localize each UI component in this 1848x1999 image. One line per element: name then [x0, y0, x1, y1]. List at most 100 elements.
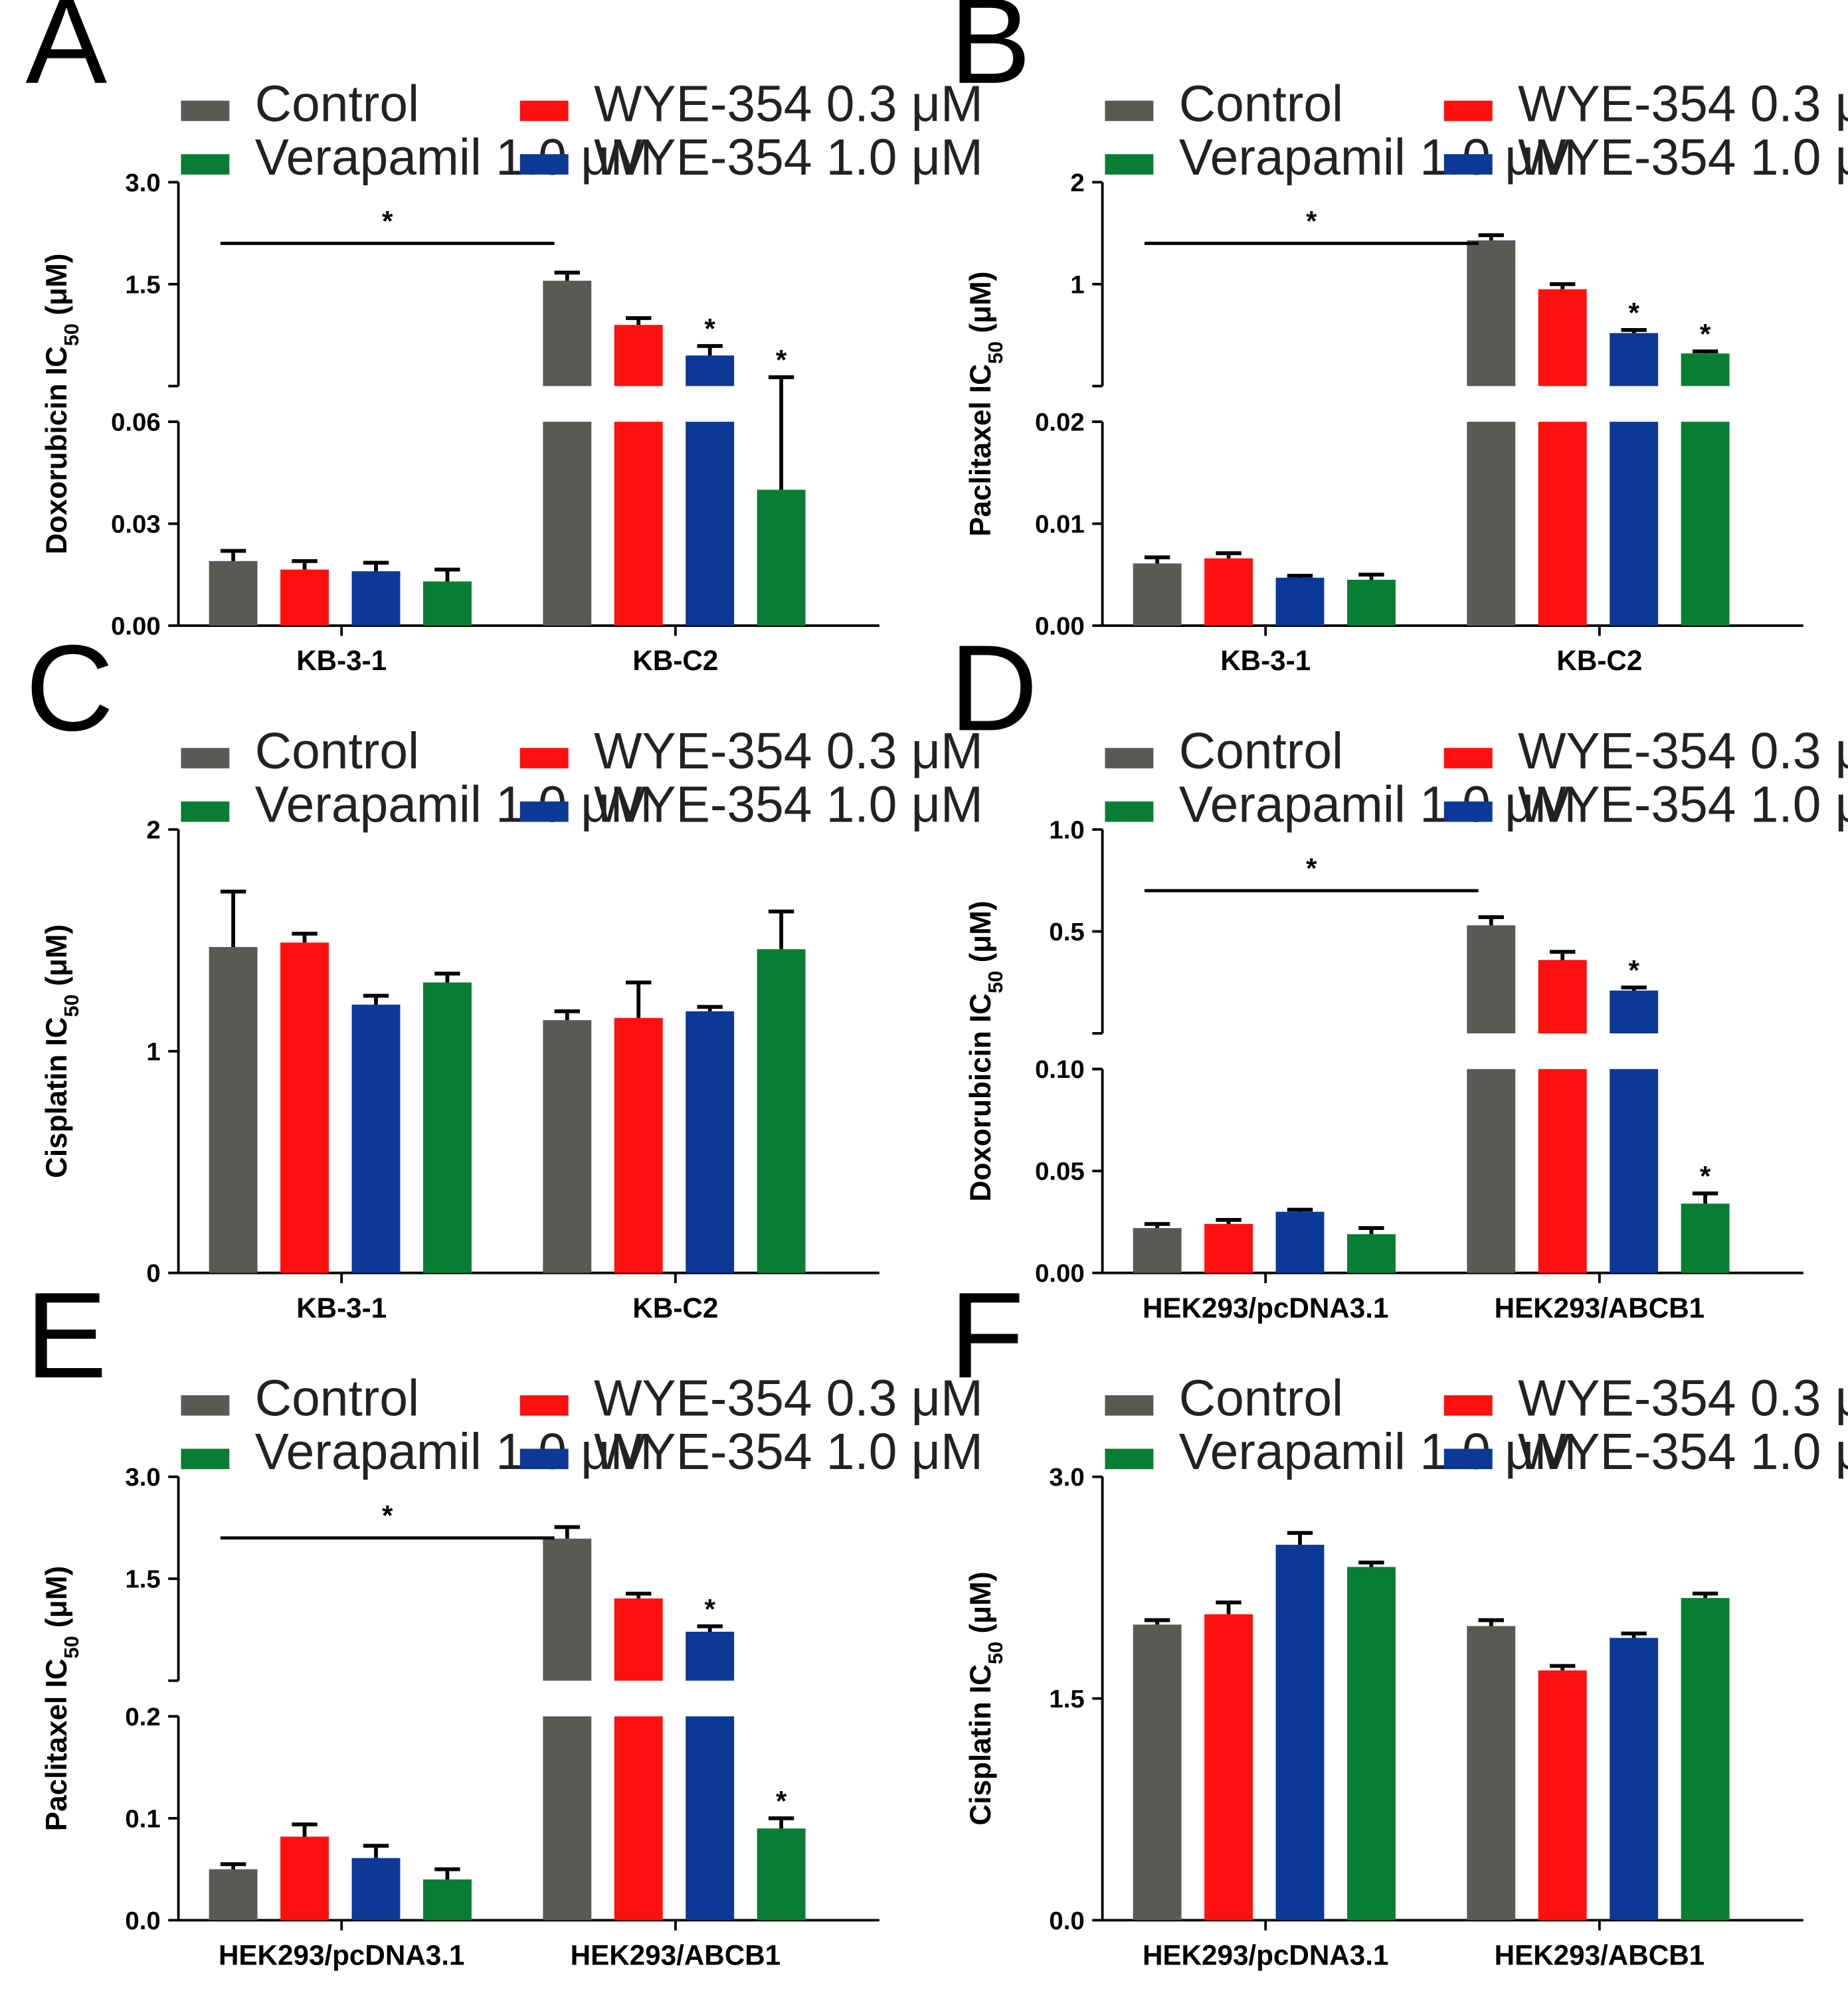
bar-B-0-1: [1204, 558, 1253, 626]
significance-star: *: [1700, 1160, 1711, 1191]
bar-B-0-3: [1346, 579, 1396, 626]
legend-swatch-wye03: [519, 1395, 569, 1416]
legend-label-wye10: WYE-354 1.0 μM: [594, 1424, 983, 1480]
category-label-1: HEK293/ABCB1: [1495, 1292, 1705, 1324]
y-axis-label: Doxorubicin IC50 (μM): [41, 254, 83, 555]
bar-A-0-1: [280, 569, 329, 626]
bar-C-1-1: [614, 1017, 663, 1273]
bar-E-1-0-upper: [543, 1538, 592, 1681]
legend-label-wye10: WYE-354 1.0 μM: [1518, 1424, 1848, 1480]
bar-C-0-3: [422, 982, 472, 1273]
y-axis-label-unit: (μM): [41, 254, 73, 323]
legend-swatch-control: [181, 100, 230, 122]
bar-D-0-1: [1204, 1224, 1253, 1273]
legend-label-verapamil: Verapamil 1.0 μM: [255, 777, 653, 833]
y-tick-label: 0.02: [1035, 408, 1085, 436]
category-label-1: HEK293/ABCB1: [1495, 1940, 1705, 1971]
legend-label-wye03: WYE-354 0.3 μM: [1518, 723, 1848, 780]
y-axis-label-sub: 50: [59, 1636, 82, 1658]
bar-B-1-1-lower: [1538, 422, 1587, 626]
bar-F-1-2: [1610, 1638, 1659, 1921]
bar-F-1-3: [1681, 1598, 1730, 1921]
y-tick-label: 0.01: [1035, 510, 1085, 539]
y-axis-label-main: Doxorubicin IC: [965, 994, 997, 1202]
bar-A-1-1-upper: [614, 325, 663, 387]
y-axis-label: Doxorubicin IC50 (μM): [965, 901, 1007, 1201]
bar-D-1-3: [1681, 1203, 1730, 1273]
legend-swatch-wye10: [1443, 1448, 1493, 1470]
bar-E-0-2: [351, 1858, 401, 1921]
category-label-1: HEK293/ABCB1: [571, 1940, 781, 1971]
y-tick-label: 0.1: [125, 1804, 160, 1833]
significance-star: *: [704, 313, 715, 344]
y-axis-label: Cisplatin IC50 (μM): [965, 1571, 1007, 1825]
legend-swatch-wye10: [1443, 154, 1493, 175]
bar-B-1-1-upper: [1538, 289, 1587, 387]
bar-E-0-0: [209, 1869, 258, 1921]
y-tick-label: 0.00: [111, 612, 161, 640]
legend-swatch-wye10: [1443, 801, 1493, 822]
y-axis-label: Cisplatin IC50 (μM): [41, 924, 83, 1178]
legend-swatch-verapamil: [1105, 1448, 1154, 1470]
y-axis-label-unit: (μM): [41, 1566, 73, 1636]
category-label-0: KB-3-1: [296, 1292, 387, 1324]
bar-B-1-2-upper: [1610, 333, 1659, 387]
bar-F-0-2: [1275, 1545, 1325, 1921]
legend-label-wye10: WYE-354 1.0 μM: [594, 130, 983, 186]
bar-D-0-3: [1346, 1234, 1396, 1273]
y-tick-label: 0.10: [1035, 1055, 1085, 1084]
panel-letter-F: F: [949, 1267, 1024, 1404]
panel-letter-B: B: [949, 0, 1031, 110]
legend-label-wye03: WYE-354 0.3 μM: [594, 723, 983, 780]
bar-E-1-2-upper: [686, 1631, 735, 1681]
legend-swatch-wye03: [519, 748, 569, 768]
legend-label-wye10: WYE-354 1.0 μM: [1518, 777, 1848, 833]
bar-B-0-0: [1133, 563, 1182, 626]
bar-D-1-2-lower: [1610, 1069, 1659, 1273]
legend-label-verapamil: Verapamil 1.0 μM: [1179, 777, 1577, 833]
category-label-0: HEK293/pcDNA3.1: [1143, 1292, 1388, 1324]
y-tick-label: 3.0: [125, 169, 160, 197]
y-tick-label: 0.06: [111, 408, 161, 436]
panel-letter-C: C: [25, 620, 114, 756]
y-axis-label-unit: (μM): [965, 901, 997, 970]
significance-star: *: [382, 205, 393, 236]
y-axis-label-unit: (μM): [965, 1571, 997, 1641]
legend-label-control: Control: [1179, 76, 1343, 132]
y-tick-label: 0.05: [1035, 1158, 1085, 1186]
legend-label-control: Control: [1179, 723, 1343, 780]
legend-swatch-control: [181, 1395, 230, 1416]
bar-A-1-0-lower: [543, 422, 592, 626]
significance-star: *: [776, 1785, 787, 1816]
bar-D-0-2: [1275, 1211, 1325, 1273]
y-tick-label: 2: [146, 816, 160, 844]
bar-C-1-0: [543, 1020, 592, 1273]
panel-letter-A: A: [25, 0, 107, 110]
bar-B-1-2-lower: [1610, 422, 1659, 626]
significance-star: *: [1700, 319, 1711, 350]
bar-A-0-2: [351, 571, 401, 626]
bar-A-1-1-lower: [614, 422, 663, 626]
bar-A-1-3: [757, 489, 806, 626]
y-axis-label: Paclitaxel IC50 (μM): [41, 1566, 83, 1831]
category-label-1: KB-C2: [632, 1292, 718, 1324]
legend-swatch-wye03: [1443, 748, 1493, 768]
legend-label-wye03: WYE-354 0.3 μM: [594, 76, 983, 132]
panel-letter-E: E: [25, 1267, 107, 1404]
y-axis-label-sub: 50: [983, 971, 1006, 994]
bar-E-1-2-lower: [686, 1716, 735, 1921]
bar-D-1-0-lower: [1467, 1069, 1516, 1273]
bar-B-1-0-upper: [1467, 240, 1516, 387]
y-tick-label: 0.03: [111, 510, 161, 539]
bar-F-0-3: [1346, 1567, 1396, 1921]
category-label-0: HEK293/pcDNA3.1: [1143, 1940, 1388, 1971]
y-tick-label: 0.00: [1035, 1259, 1085, 1288]
y-axis-label-main: Cisplatin IC: [965, 1664, 997, 1826]
panel-letter-D: D: [949, 620, 1038, 756]
y-axis-label-unit: (μM): [965, 271, 997, 341]
bar-A-1-2-lower: [686, 422, 735, 626]
